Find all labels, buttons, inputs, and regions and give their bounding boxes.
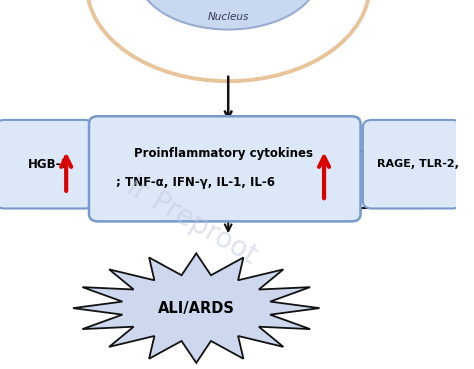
FancyBboxPatch shape: [0, 120, 93, 208]
Ellipse shape: [87, 0, 370, 81]
Ellipse shape: [137, 0, 319, 30]
Text: ir Preproot: ir Preproot: [122, 173, 262, 270]
Text: RAGE, TLR-2,: RAGE, TLR-2,: [376, 159, 458, 169]
Text: Proinflammatory cytokines: Proinflammatory cytokines: [134, 146, 313, 160]
Text: ALI/ARDS: ALI/ARDS: [158, 301, 235, 315]
Text: ; TNF-α, IFN-γ, IL-1, IL-6: ; TNF-α, IFN-γ, IL-1, IL-6: [117, 176, 275, 189]
Text: HGB-1: HGB-1: [27, 158, 69, 171]
Text: Nucleus: Nucleus: [208, 11, 249, 22]
FancyBboxPatch shape: [363, 120, 461, 208]
FancyBboxPatch shape: [89, 116, 361, 221]
Polygon shape: [73, 254, 319, 363]
